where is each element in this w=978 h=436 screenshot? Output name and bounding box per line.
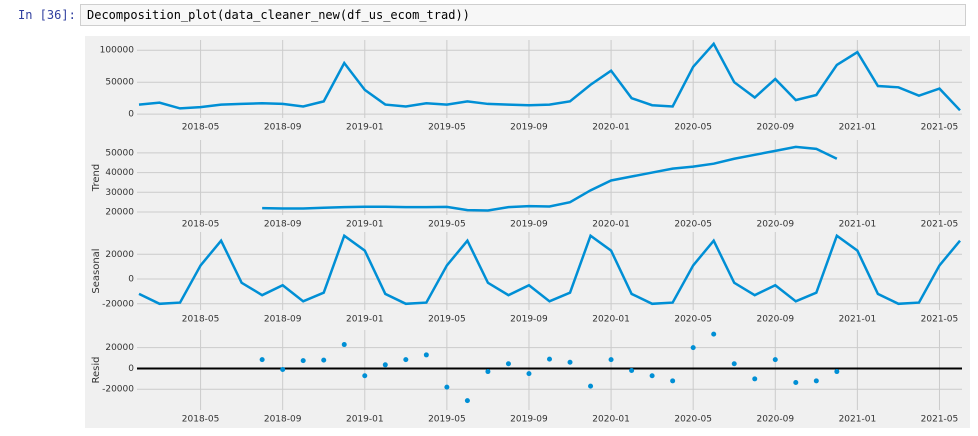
y-tick-label: 20000	[105, 343, 134, 353]
y-tick-label: 50000	[105, 148, 134, 158]
x-tick-label: 2019-01	[346, 123, 384, 133]
y-axis-label: Resid	[91, 357, 102, 384]
x-tick-label: 2020-01	[592, 415, 630, 425]
resid-point	[649, 373, 655, 379]
x-tick-label: 2018-09	[264, 415, 302, 425]
x-tick-label: 2018-05	[182, 315, 220, 325]
x-tick-label: 2019-09	[510, 415, 548, 425]
resid-point	[731, 361, 737, 367]
resid-point	[300, 358, 306, 364]
y-tick-label: 0	[128, 275, 134, 285]
resid-point	[752, 376, 758, 382]
x-tick-label: 2020-05	[674, 315, 712, 325]
x-tick-label: 2020-05	[674, 123, 712, 133]
y-axis-label: Trend	[91, 164, 102, 192]
y-tick-label: 40000	[105, 168, 134, 178]
y-tick-label: 50000	[105, 78, 134, 88]
x-tick-label: 2018-05	[182, 123, 220, 133]
x-tick-label: 2020-01	[592, 315, 630, 325]
series-line	[138, 41, 961, 112]
x-tick-label: 2018-05	[182, 220, 220, 230]
x-tick-label: 2018-09	[264, 315, 302, 325]
y-axis-label: Seasonal	[91, 248, 102, 293]
y-tick-label: 100000	[100, 46, 135, 56]
x-tick-label: 2021-01	[839, 220, 877, 230]
resid-point	[547, 356, 552, 362]
resid-point	[690, 345, 696, 351]
y-tick-label: 20000	[105, 250, 134, 260]
x-tick-label: 2021-05	[921, 415, 959, 425]
y-tick-label: 0	[128, 110, 134, 120]
resid-point	[567, 359, 573, 365]
x-tick-label: 2021-01	[839, 415, 877, 425]
resid-point	[382, 362, 388, 368]
x-tick-label: 2018-09	[264, 220, 302, 230]
y-tick-label: 0	[128, 364, 134, 374]
y-tick-label: -20000	[102, 385, 134, 395]
x-tick-label: 2020-09	[756, 415, 794, 425]
axes-background	[137, 40, 962, 118]
x-tick-label: 2021-01	[839, 123, 877, 133]
resid-point	[834, 369, 840, 375]
axes-background	[137, 232, 962, 310]
resid-point	[485, 369, 491, 375]
x-tick-label: 2020-05	[674, 220, 712, 230]
x-tick-label: 2019-05	[428, 415, 466, 425]
x-tick-label: 2021-05	[921, 123, 959, 133]
resid-point	[321, 357, 327, 363]
x-tick-label: 2020-09	[756, 220, 794, 230]
resid-point	[423, 352, 429, 358]
x-tick-label: 2021-05	[921, 315, 959, 325]
x-tick-label: 2019-01	[346, 415, 384, 425]
resid-point	[608, 357, 614, 363]
y-tick-label: 30000	[105, 188, 134, 198]
x-tick-label: 2019-05	[428, 315, 466, 325]
resid-point	[711, 331, 717, 337]
resid-point	[793, 379, 799, 385]
x-tick-label: 2020-05	[674, 415, 712, 425]
y-tick-label: 20000	[105, 208, 134, 218]
axes-background	[137, 140, 962, 215]
x-tick-label: 2018-09	[264, 123, 302, 133]
resid-point	[813, 378, 819, 384]
x-tick-label: 2020-01	[592, 123, 630, 133]
resid-point	[341, 342, 347, 348]
resid-point	[629, 368, 635, 374]
resid-point	[526, 371, 532, 377]
resid-point	[259, 357, 265, 363]
resid-point	[464, 398, 470, 404]
axes-background	[137, 330, 962, 410]
cell-prompt: In [36]:	[18, 8, 76, 22]
x-tick-label: 2019-01	[346, 220, 384, 230]
resid-point	[588, 383, 594, 389]
resid-point	[505, 361, 511, 367]
x-tick-label: 2019-09	[510, 123, 548, 133]
x-tick-label: 2019-09	[510, 220, 548, 230]
series-line	[138, 233, 961, 306]
resid-point	[670, 378, 676, 384]
x-tick-label: 2019-05	[428, 123, 466, 133]
y-tick-label: -20000	[102, 299, 134, 309]
code-input[interactable]: Decomposition_plot(data_cleaner_new(df_u…	[80, 4, 966, 26]
resid-point	[403, 357, 409, 363]
x-tick-label: 2019-01	[346, 315, 384, 325]
x-tick-label: 2019-05	[428, 220, 466, 230]
series-line	[262, 145, 838, 212]
resid-point	[280, 366, 286, 372]
resid-point	[362, 373, 368, 379]
x-tick-label: 2021-05	[921, 220, 959, 230]
x-tick-label: 2019-09	[510, 315, 548, 325]
x-tick-label: 2020-09	[756, 123, 794, 133]
x-tick-label: 2020-09	[756, 315, 794, 325]
x-tick-label: 2018-05	[182, 415, 220, 425]
x-tick-label: 2020-01	[592, 220, 630, 230]
resid-point	[444, 384, 450, 390]
x-tick-label: 2021-01	[839, 315, 877, 325]
resid-point	[772, 357, 778, 363]
